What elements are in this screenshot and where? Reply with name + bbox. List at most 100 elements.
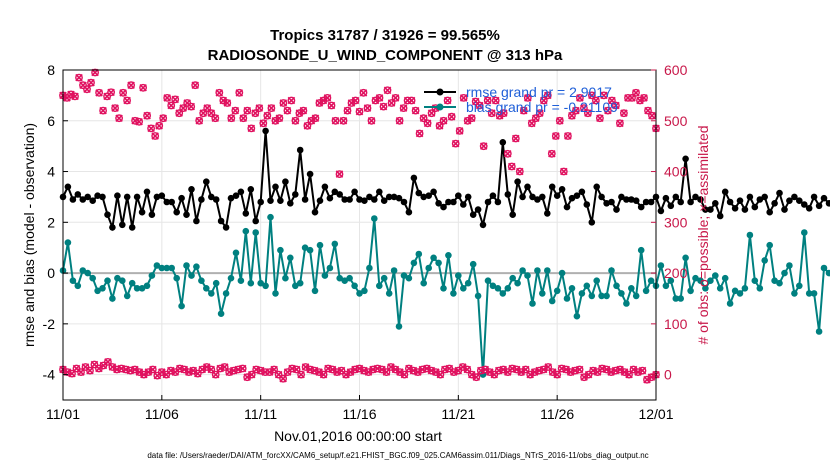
assimilated_low-marker	[301, 363, 310, 371]
x-stroke	[521, 365, 530, 374]
rmse-point	[677, 198, 684, 206]
assimilated-marker	[195, 117, 203, 125]
x-stroke	[75, 73, 83, 82]
x-stroke	[391, 365, 400, 374]
assimilated-marker	[367, 117, 376, 125]
possible_low-marker	[544, 363, 553, 371]
assimilated-marker	[331, 117, 340, 125]
rmse-point	[114, 192, 121, 199]
x-stroke	[255, 104, 264, 112]
possible-marker	[191, 81, 200, 90]
assimilated-marker	[275, 114, 284, 122]
assimilated-marker	[351, 96, 360, 105]
possible-marker	[215, 88, 224, 97]
assimilated-marker	[451, 139, 460, 148]
bias-point	[104, 277, 111, 285]
x-stroke	[494, 366, 503, 375]
right-tick-label: 400	[664, 164, 688, 180]
rmse-point	[489, 192, 497, 199]
possible-marker	[427, 109, 436, 118]
bias-point	[208, 290, 215, 297]
x-stroke	[126, 366, 135, 375]
assimilated-marker	[95, 89, 103, 97]
possible_low-marker	[436, 370, 445, 379]
bias-point	[588, 292, 596, 300]
possible-marker	[559, 167, 568, 176]
assimilated_low-marker	[620, 368, 629, 376]
assimilated_low-marker	[297, 370, 305, 379]
x-stroke	[86, 366, 94, 375]
rmse-point	[563, 203, 571, 211]
rmse-point	[445, 198, 452, 206]
x-stroke	[553, 370, 561, 379]
assimilated-marker	[495, 111, 504, 120]
possible-marker	[564, 132, 572, 140]
rmse-point	[796, 197, 803, 204]
rmse-point	[188, 186, 195, 193]
left-tick-label: 2	[47, 214, 55, 230]
assimilated-marker	[552, 132, 560, 140]
assimilated-marker	[323, 94, 332, 102]
x-stroke	[517, 368, 525, 376]
bias-point	[114, 274, 121, 282]
possible-marker	[227, 114, 236, 123]
assimilated-marker	[395, 117, 404, 125]
bias-point	[469, 260, 477, 268]
rmse-point	[539, 193, 546, 201]
x-stroke	[95, 364, 103, 373]
assimilated-marker	[267, 104, 276, 112]
possible-marker	[279, 99, 288, 107]
bias-point	[123, 292, 131, 300]
x-stroke	[283, 106, 292, 115]
rmse-point	[548, 183, 556, 191]
assimilated-marker	[263, 111, 272, 120]
right-tick-label: 200	[664, 265, 688, 281]
bias-point	[351, 282, 358, 290]
possible-marker	[171, 95, 180, 104]
x-stroke	[167, 366, 175, 375]
assimilated-marker	[319, 96, 328, 105]
rmse-point	[84, 193, 91, 201]
possible-marker	[503, 149, 512, 158]
x-stroke	[185, 368, 193, 376]
assimilated_low-marker	[180, 365, 189, 374]
x-stroke	[238, 364, 247, 373]
rmse-point	[237, 188, 245, 196]
bias-point	[623, 300, 630, 307]
possible-marker	[620, 109, 628, 118]
rmse-point	[707, 206, 714, 213]
possible-marker	[207, 109, 216, 118]
assimilated-marker	[483, 96, 492, 105]
x-stroke	[135, 368, 144, 376]
x-stroke	[71, 92, 79, 101]
assimilated_low-marker	[459, 363, 467, 371]
possible-marker	[411, 106, 420, 115]
left-tick-label: 4	[47, 164, 55, 180]
x-stroke	[359, 89, 368, 97]
possible-marker	[375, 94, 384, 102]
x-stroke	[439, 117, 448, 125]
bias-point	[697, 277, 704, 285]
x-stroke	[589, 366, 597, 375]
x-stroke	[67, 90, 75, 99]
x-stroke	[445, 364, 454, 373]
rmse-point	[420, 193, 428, 201]
x-stroke	[271, 117, 280, 125]
bias-point	[632, 292, 640, 300]
rmse-point	[64, 183, 72, 191]
bias-point	[820, 264, 828, 272]
x-stroke	[520, 106, 528, 115]
rmse-point	[128, 224, 136, 231]
x-stroke	[355, 107, 364, 116]
x-stroke	[620, 109, 628, 117]
x-stroke	[234, 365, 242, 374]
assimilated-marker	[163, 94, 171, 102]
assimilated_low-marker	[589, 366, 597, 375]
possible-marker	[459, 94, 468, 102]
rmse-point	[692, 193, 699, 201]
x-stroke	[319, 96, 328, 105]
assimilated-marker	[548, 150, 556, 158]
x-stroke	[512, 365, 521, 374]
possible-marker	[471, 97, 480, 106]
possible-marker	[515, 167, 524, 176]
